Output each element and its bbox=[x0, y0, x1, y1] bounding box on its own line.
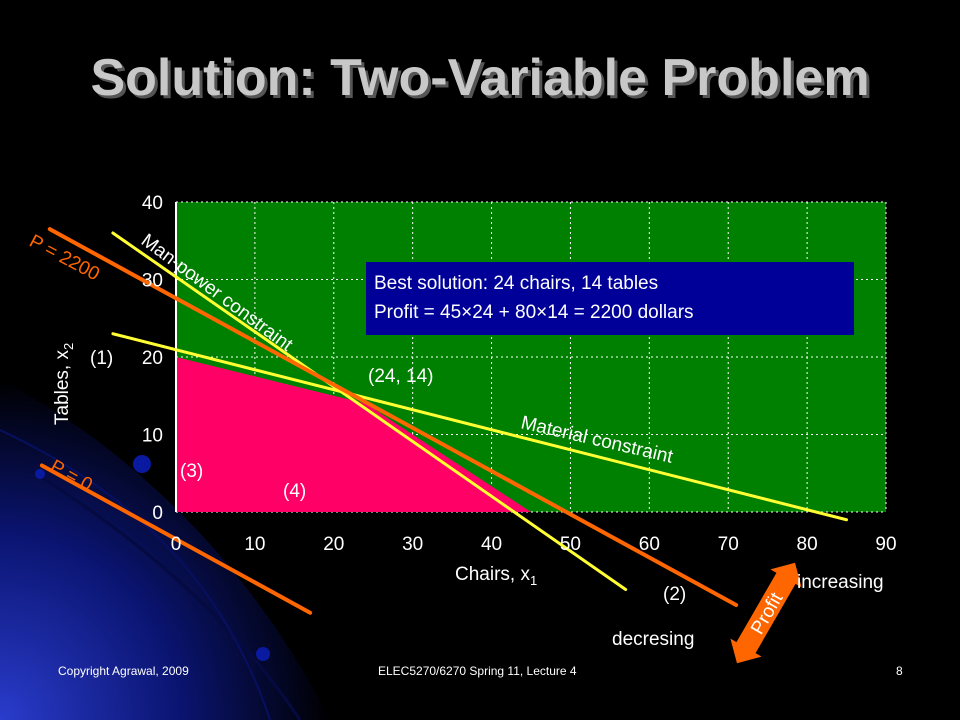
series-lines bbox=[39, 227, 849, 615]
label-increasing: increasing bbox=[797, 572, 884, 593]
label-optimum: (24, 14) bbox=[368, 366, 433, 387]
label-decreasing: decresing bbox=[612, 629, 694, 650]
x-tick-label: 50 bbox=[560, 534, 581, 555]
callout-line-2: Profit = 45×24 + 80×14 = 2200 dollars bbox=[374, 302, 694, 323]
y-tick-label: 10 bbox=[142, 426, 163, 447]
label-constraint-1: (1) bbox=[90, 348, 113, 369]
deco-dot bbox=[35, 469, 45, 479]
x-tick-label: 30 bbox=[402, 534, 423, 555]
callout-background bbox=[366, 262, 854, 335]
footer-course: ELEC5270/6270 Spring 11, Lecture 4 bbox=[378, 664, 577, 678]
label-p-0: P = 0 bbox=[47, 456, 96, 496]
label-constraint-3: (3) bbox=[180, 461, 203, 482]
blue-swoosh bbox=[0, 380, 330, 720]
y-axis-label: Tables, x2 bbox=[52, 343, 76, 425]
y-tick-labels: 0 10 20 30 40 bbox=[142, 193, 163, 524]
y-tick-label: 0 bbox=[152, 503, 163, 524]
callout-line-1: Best solution: 24 chairs, 14 tables bbox=[374, 273, 658, 294]
x-tick-labels: 0 10 20 30 40 50 60 70 80 90 bbox=[171, 534, 897, 555]
x-tick-label: 60 bbox=[639, 534, 660, 555]
series-line-material bbox=[111, 332, 849, 522]
x-tick-label: 40 bbox=[481, 534, 502, 555]
callout-box: Best solution: 24 chairs, 14 tables Prof… bbox=[366, 262, 854, 335]
swoosh-curve-2 bbox=[0, 429, 271, 720]
label-constraint-2: (2) bbox=[663, 584, 686, 605]
series-line-manpower bbox=[111, 231, 628, 591]
series-line-p-2200 bbox=[47, 227, 739, 607]
deco-dot bbox=[133, 455, 151, 473]
footer-copyright: Copyright Agrawal, 2009 bbox=[58, 664, 189, 678]
x-axis-label: Chairs, x1 bbox=[455, 564, 537, 588]
series-line-p-0 bbox=[39, 463, 313, 615]
y-tick-label: 40 bbox=[142, 193, 163, 214]
label-constraint-4: (4) bbox=[283, 481, 306, 502]
slide-title: Solution: Two-Variable Problem bbox=[90, 49, 870, 107]
x-tick-label: 80 bbox=[797, 534, 818, 555]
x-tick-label: 10 bbox=[244, 534, 265, 555]
x-tick-label: 70 bbox=[718, 534, 739, 555]
x-tick-label: 20 bbox=[323, 534, 344, 555]
y-tick-label: 20 bbox=[142, 348, 163, 369]
deco-dot bbox=[256, 647, 270, 661]
swoosh-curve bbox=[29, 468, 302, 720]
feasible-region bbox=[176, 357, 531, 512]
profit-arrow-shape bbox=[730, 562, 802, 664]
x-tick-label: 90 bbox=[875, 534, 896, 555]
footer-page-number: 8 bbox=[896, 664, 903, 678]
y-tick-label: 30 bbox=[142, 271, 163, 292]
x-tick-label: 0 bbox=[171, 534, 182, 555]
